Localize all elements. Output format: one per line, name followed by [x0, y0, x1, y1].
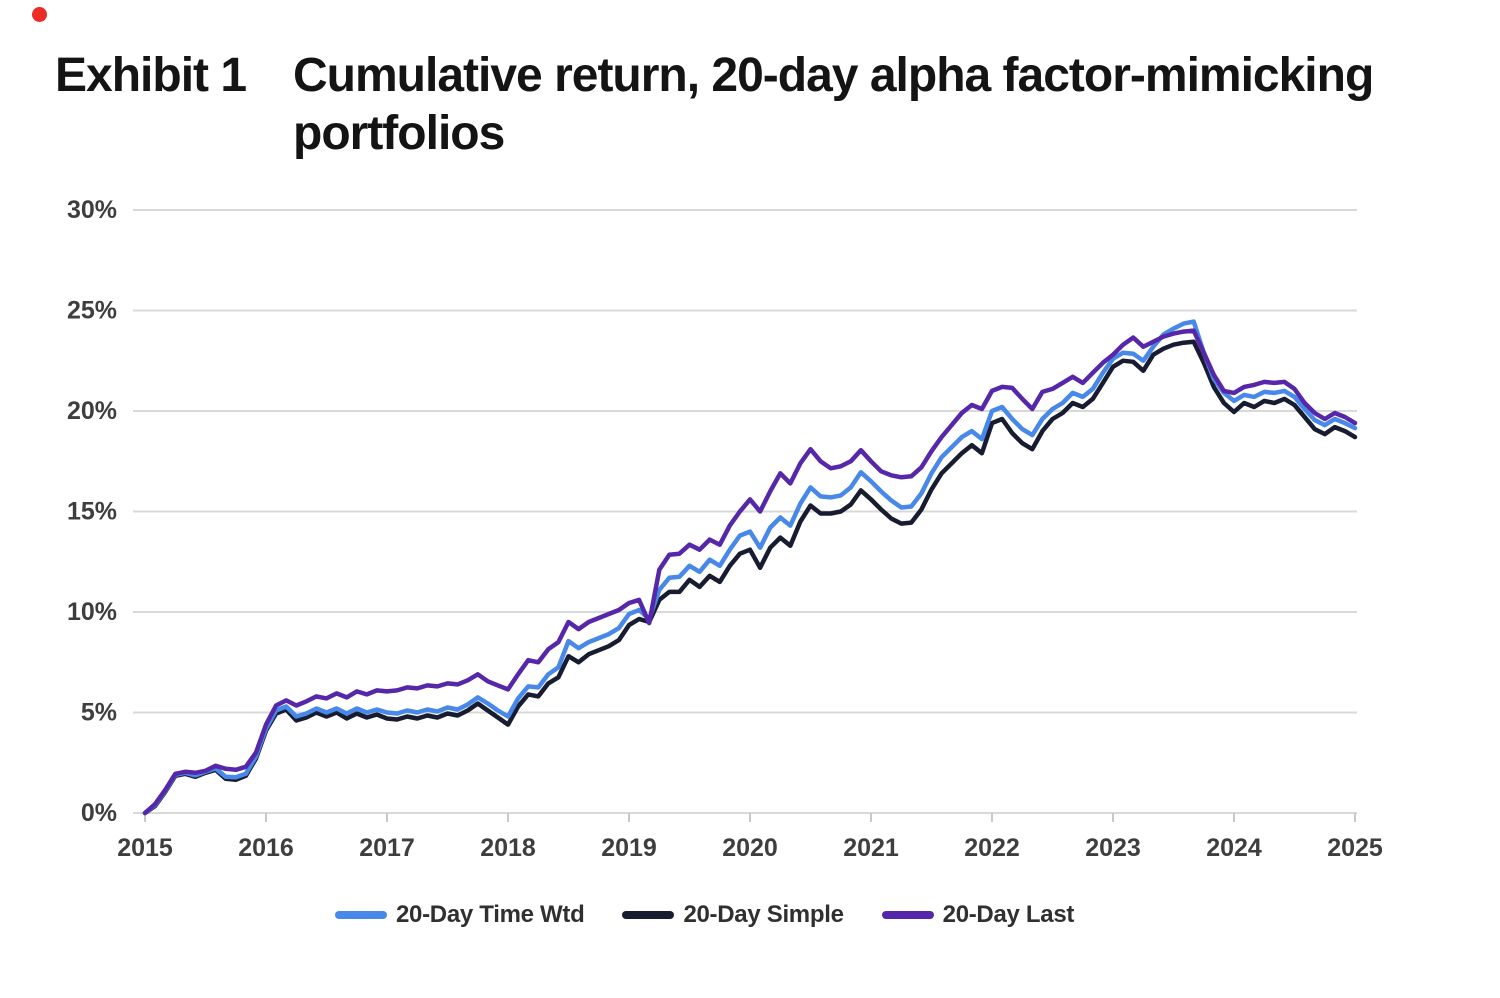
y-axis-tick-label: 0% [81, 799, 117, 827]
y-axis-tick-label: 5% [81, 699, 117, 727]
legend-item: 20-Day Simple [622, 901, 844, 929]
x-axis-tick-label: 2024 [1206, 834, 1262, 862]
x-axis-tick-label: 2016 [238, 834, 294, 862]
legend-item: 20-Day Time Wtd [335, 901, 585, 929]
x-axis-tick-label: 2020 [722, 834, 778, 862]
x-axis-tick-label: 2017 [359, 834, 415, 862]
legend-label: 20-Day Simple [683, 901, 844, 928]
x-axis-tick-label: 2018 [480, 834, 536, 862]
legend-label: 20-Day Time Wtd [396, 901, 585, 928]
x-axis-tick-label: 2023 [1085, 834, 1141, 862]
series-line-20-day-simple [142, 339, 1358, 816]
legend-item: 20-Day Last [881, 901, 1075, 929]
red-dot [32, 7, 47, 22]
chart-title-line1: Cumulative return, 20-day alpha factor-m… [293, 49, 1374, 102]
legend-label: 20-Day Last [942, 901, 1075, 928]
series-line-20-day-last [142, 328, 1358, 816]
y-axis-tick-label: 10% [67, 598, 117, 626]
y-axis-tick-label: 25% [67, 297, 117, 325]
y-axis-tick-label: 20% [67, 397, 117, 425]
exhibit-label: Exhibit 1 [55, 49, 247, 102]
y-axis-tick-label: 30% [67, 196, 117, 224]
x-axis-tick-label: 2025 [1327, 834, 1383, 862]
chart-legend: 20-Day Time Wtd 20-Day Simple 20-Day Last [335, 899, 1074, 931]
y-axis-tick-label: 15% [67, 498, 117, 526]
series-line-20-day-time-wtd [142, 319, 1358, 816]
legend-swatch [335, 911, 387, 919]
x-axis-tick-label: 2019 [601, 834, 657, 862]
x-axis-tick-label: 2021 [843, 834, 899, 862]
legend-swatch [881, 911, 934, 919]
legend-swatch [622, 911, 675, 919]
x-axis-tick-label: 2022 [964, 834, 1020, 862]
x-axis-tick-label: 2015 [117, 834, 173, 862]
chart-title-line2: portfolios [293, 107, 505, 160]
